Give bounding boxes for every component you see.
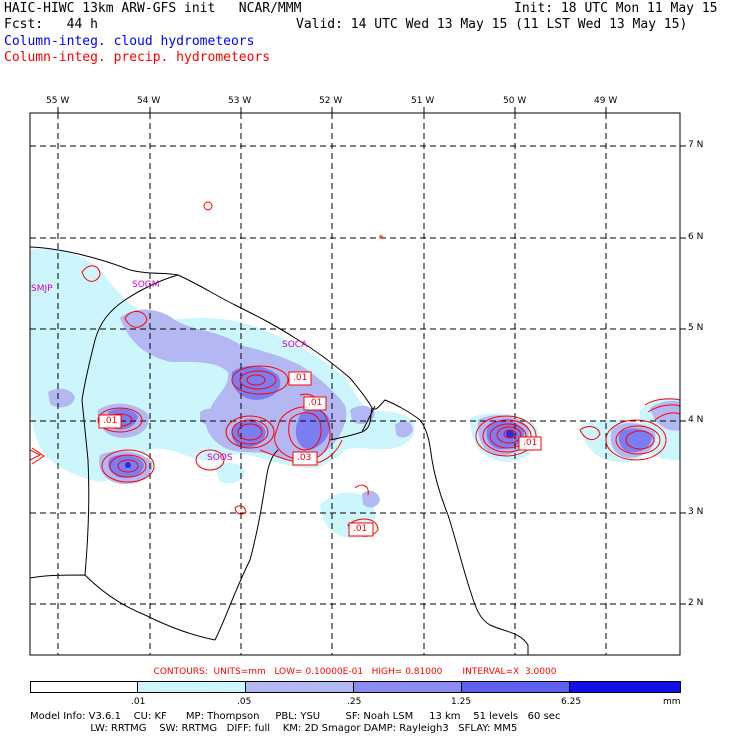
model-info-line1: Model Info: V3.6.1 CU: KF MP: Thompson P…: [30, 711, 561, 722]
contour-label: .01: [353, 524, 368, 534]
contours-info: CONTOURS: UNITS=mm LOW= 0.10000E-01 HIGH…: [153, 667, 557, 677]
cloud-shading-light: [30, 248, 680, 539]
station-label-smjp: SMJP: [31, 284, 53, 294]
contour-label: .01: [103, 416, 118, 426]
lon-label-51w: 51 W: [411, 96, 435, 106]
lat-label-7n: 7 N: [688, 140, 704, 150]
lon-label-49w: 49 W: [594, 96, 618, 106]
lat-lon-grid: [30, 113, 680, 655]
precip-contours: [30, 201, 680, 537]
lon-label-53w: 53 W: [228, 96, 252, 106]
lat-label-5n: 5 N: [688, 323, 704, 333]
field-cloud-label: Column-integ. cloud hydrometeors: [4, 34, 255, 49]
colorbar-unit: mm: [663, 697, 681, 707]
colorbar: [30, 681, 681, 693]
border-line: [361, 405, 376, 433]
contour-label: .01: [293, 373, 308, 383]
colorbar-tick: .25: [347, 697, 362, 707]
valid-time: Valid: 14 UTC Wed 13 May 15 (11 LST Wed …: [296, 17, 688, 32]
lon-label-50w: 50 W: [503, 96, 527, 106]
station-label-soca: SOCA: [282, 340, 308, 350]
contour-label-boxes: [98, 371, 542, 537]
map-frame: [29, 112, 681, 656]
cloud-shading-core: [125, 430, 514, 468]
model-info-line2: LW: RRTMG SW: RRTMG DIFF: full KM: 2D Sm…: [30, 723, 518, 734]
lon-label-55w: 55 W: [46, 96, 70, 106]
lat-label-3n: 3 N: [688, 507, 704, 517]
field-precip-label: Column-integ. precip. hydrometeors: [4, 50, 271, 65]
contour-label: .03: [297, 453, 312, 463]
station-label-soos: SOOS: [207, 453, 233, 463]
init-time: Init: 18 UTC Mon 11 May 15: [514, 1, 718, 16]
station-label-sogm: SOGM: [132, 280, 160, 290]
colorbar-tick: .01: [131, 697, 146, 707]
lon-label-54w: 54 W: [137, 96, 161, 106]
colorbar-tick: 1.25: [451, 697, 472, 707]
lat-label-6n: 6 N: [688, 232, 704, 242]
colorbar-tick: .05: [237, 697, 252, 707]
colorbar-tick: 6.25: [561, 697, 582, 707]
contour-label: .01: [308, 398, 323, 408]
lat-label-4n: 4 N: [688, 415, 704, 425]
lon-label-52w: 52 W: [319, 96, 343, 106]
plot-title: HAIC-HIWC 13km ARW-GFS init NCAR/MMM: [4, 1, 302, 16]
contour-label: .01: [523, 438, 538, 448]
forecast-hour: Fcst: 44 h: [4, 17, 98, 32]
lat-label-2n: 2 N: [688, 598, 704, 608]
